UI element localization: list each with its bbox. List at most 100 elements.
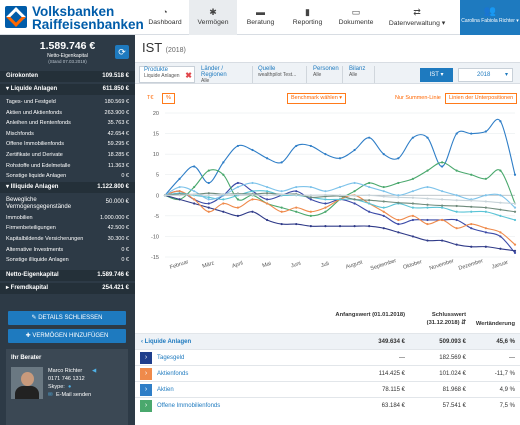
series-point[interactable] <box>265 157 269 160</box>
series-point[interactable] <box>207 210 210 213</box>
series-point[interactable] <box>265 198 269 201</box>
skype-icon[interactable]: ● <box>68 384 72 390</box>
series-point[interactable] <box>484 194 487 197</box>
series-point[interactable] <box>470 222 473 226</box>
series-point[interactable] <box>265 218 269 222</box>
filter-personen[interactable]: Personen Alle <box>309 66 343 83</box>
series-point[interactable] <box>484 200 487 203</box>
series-point[interactable] <box>382 190 385 193</box>
series-point[interactable] <box>295 144 298 148</box>
series-point[interactable] <box>251 190 254 193</box>
series-point[interactable] <box>193 198 196 201</box>
series-point[interactable] <box>295 190 298 193</box>
advisor-email-link[interactable]: E-Mail senden <box>56 392 92 398</box>
series-point[interactable] <box>368 194 371 197</box>
expand-icon[interactable]: › <box>140 352 152 364</box>
series-point[interactable] <box>455 194 458 197</box>
series-point[interactable] <box>309 210 312 213</box>
series-point[interactable] <box>178 190 181 193</box>
series-point[interactable] <box>353 202 356 205</box>
series-point[interactable] <box>265 194 269 197</box>
series-point[interactable] <box>324 206 327 209</box>
series-point[interactable] <box>499 235 502 238</box>
series-point[interactable] <box>397 194 400 197</box>
series-point[interactable] <box>499 247 502 250</box>
sound-icon[interactable]: ◀ <box>92 368 97 374</box>
series-point[interactable] <box>513 251 517 254</box>
series-point[interactable] <box>324 198 327 201</box>
series-point[interactable] <box>426 222 429 226</box>
series-point[interactable] <box>280 222 283 226</box>
series-point[interactable] <box>368 185 371 189</box>
series-point[interactable] <box>265 190 269 193</box>
series-point[interactable] <box>207 206 210 209</box>
series-point[interactable] <box>324 153 327 156</box>
advisor-skype[interactable]: Skype: <box>48 384 65 390</box>
series-point[interactable] <box>178 177 181 180</box>
series-point[interactable] <box>280 161 283 164</box>
series-point[interactable] <box>236 185 240 189</box>
series-point[interactable] <box>513 202 517 205</box>
series-point[interactable] <box>353 194 356 197</box>
series-point[interactable] <box>411 177 415 180</box>
nav-dashboard[interactable]: ◔ Dashboard <box>141 0 189 35</box>
series-point[interactable] <box>513 173 517 176</box>
series-point[interactable] <box>470 227 473 230</box>
close-details-button[interactable]: ✎ DETAILS SCHLIESSEN <box>8 311 126 325</box>
series-point[interactable] <box>440 206 444 209</box>
column-end-value[interactable]: Schlusswert (31.12.2018) ⇵ <box>426 312 466 326</box>
series-point[interactable] <box>382 210 385 213</box>
benchmark-select[interactable]: Benchmark wählen ▾ <box>287 93 347 104</box>
series-point[interactable] <box>193 190 196 193</box>
series-point[interactable] <box>484 206 487 209</box>
user-menu[interactable]: 👥 Carolina Fabiola Richter ▾ <box>460 0 520 35</box>
table-row[interactable]: ‹ Liquide Anlagen 349.634 € 509.093 € 45,6 … <box>135 333 520 349</box>
series-point[interactable] <box>513 210 517 213</box>
series-point[interactable] <box>470 245 473 248</box>
series-point[interactable] <box>397 222 400 226</box>
series-point[interactable] <box>265 202 269 205</box>
series-point[interactable] <box>455 199 458 202</box>
series-point[interactable] <box>513 206 517 209</box>
year-select[interactable]: 2018 ▾ <box>458 68 513 82</box>
sidebar-row[interactable]: Girokonten 109.518 € <box>0 71 135 82</box>
series-point[interactable] <box>426 218 429 222</box>
series-point[interactable] <box>324 190 327 193</box>
series-point[interactable] <box>236 214 240 217</box>
series-point[interactable] <box>470 132 473 135</box>
series-point[interactable] <box>470 205 473 208</box>
series-point[interactable] <box>484 245 487 248</box>
series-point[interactable] <box>324 225 327 228</box>
series-point[interactable] <box>251 210 254 213</box>
series-point[interactable] <box>499 231 502 234</box>
series-point[interactable] <box>309 194 312 197</box>
series-point[interactable] <box>368 202 371 205</box>
series-point[interactable] <box>513 218 517 222</box>
series-point[interactable] <box>222 173 225 176</box>
series-point[interactable] <box>207 196 210 199</box>
bank-logo[interactable]: Volksbanken Raiffeisenbanken <box>4 3 144 32</box>
series-point[interactable] <box>411 218 415 222</box>
series-point[interactable] <box>426 185 429 189</box>
series-point[interactable] <box>368 136 371 139</box>
series-point[interactable] <box>295 193 298 196</box>
expand-icon[interactable]: › <box>140 384 152 396</box>
series-point[interactable] <box>426 169 429 172</box>
series-point[interactable] <box>265 192 269 195</box>
series-line[interactable] <box>164 161 516 217</box>
series-point[interactable] <box>470 199 473 202</box>
series-point[interactable] <box>411 190 415 193</box>
series-point[interactable] <box>353 198 356 201</box>
sidebar-row[interactable]: Sonstige illiquide Anlagen 0 € <box>0 255 135 266</box>
series-point[interactable] <box>440 218 444 222</box>
series-point[interactable] <box>368 181 371 185</box>
series-point[interactable] <box>193 193 196 196</box>
series-point[interactable] <box>484 177 487 180</box>
series-point[interactable] <box>295 222 298 226</box>
series-point[interactable] <box>178 194 181 197</box>
series-point[interactable] <box>222 202 225 205</box>
column-start-value[interactable]: Anfangswert (01.01.2018) <box>335 312 405 318</box>
series-point[interactable] <box>236 206 240 209</box>
series-point[interactable] <box>295 210 298 213</box>
series-point[interactable] <box>440 190 444 193</box>
